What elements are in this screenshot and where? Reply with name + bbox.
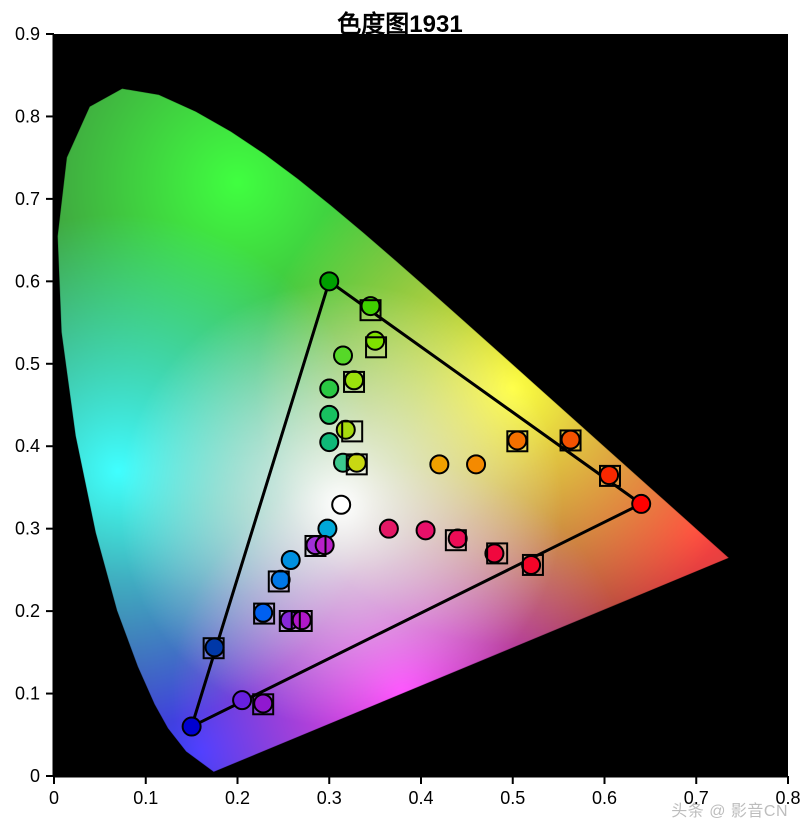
- watermark-text: 头条 @ 影音CN: [671, 797, 788, 821]
- y-tick-label: 0.5: [15, 354, 40, 374]
- y-tick-label: 0.8: [15, 106, 40, 126]
- measurement-point: [562, 431, 580, 449]
- measurement-point: [206, 638, 224, 656]
- chromaticity-svg: 0 0.1 0.2 0.3 0.4 0.5 0.6 0.7 0.8 0 0.1 0.2 0.3 0.4 0.…: [0, 0, 800, 827]
- y-tick-label: 0.3: [15, 519, 40, 539]
- measurement-point: [332, 496, 350, 514]
- measurement-point: [337, 421, 355, 439]
- measurement-point: [600, 466, 618, 484]
- x-tick-label: 0.6: [592, 788, 617, 808]
- x-tick-label: 0.2: [225, 788, 250, 808]
- measurement-point: [467, 455, 485, 473]
- measurement-point: [293, 611, 311, 629]
- y-tick-label: 0.2: [15, 601, 40, 621]
- y-tick-label: 0: [30, 766, 40, 786]
- measurement-point: [334, 347, 352, 365]
- y-tick-label: 0.1: [15, 684, 40, 704]
- measurement-point: [320, 380, 338, 398]
- x-tick-label: 0.4: [408, 788, 433, 808]
- measurement-point: [254, 604, 272, 622]
- measurement-point: [508, 431, 526, 449]
- y-tick-label: 0.9: [15, 24, 40, 44]
- y-tick-label: 0.6: [15, 271, 40, 291]
- y-tick-label: 0.4: [15, 436, 40, 456]
- measurement-point: [430, 455, 448, 473]
- measurement-point: [320, 406, 338, 424]
- measurement-point: [282, 551, 300, 569]
- measurement-point: [318, 520, 336, 538]
- measurement-point: [272, 571, 290, 589]
- measurement-point: [380, 520, 398, 538]
- measurement-point: [366, 332, 384, 350]
- measurement-point: [417, 521, 435, 539]
- x-tick-label: 0.3: [317, 788, 342, 808]
- measurement-point: [632, 495, 650, 513]
- x-tick-label: 0.1: [133, 788, 158, 808]
- chart-container: 色度图1931 00.10.20.30.40.50.60.70.800.10.2…: [0, 0, 800, 827]
- measurement-point: [254, 694, 272, 712]
- x-tick-label: 0.5: [500, 788, 525, 808]
- measurement-point: [348, 454, 366, 472]
- x-tick-label: 0: [49, 788, 59, 808]
- measurement-point: [183, 718, 201, 736]
- measurement-point: [320, 433, 338, 451]
- measurement-point: [233, 691, 251, 709]
- measurement-point: [320, 272, 338, 290]
- measurement-point: [449, 530, 467, 548]
- measurement-point: [522, 556, 540, 574]
- measurement-point: [345, 371, 363, 389]
- y-tick-label: 0.7: [15, 189, 40, 209]
